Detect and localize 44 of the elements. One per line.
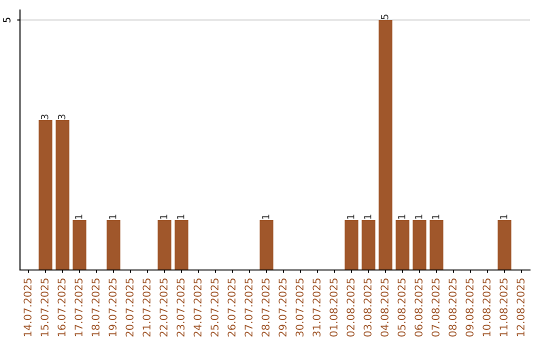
x-tick-label: 03.08.2025 bbox=[364, 278, 372, 337]
x-tick-label: 19.07.2025 bbox=[108, 278, 117, 336]
x-tick-label: 09.08.2025 bbox=[466, 278, 474, 337]
x-tick-label: 11.08.2025 bbox=[500, 278, 508, 336]
x-tick-label: 28.07.2025 bbox=[262, 278, 270, 337]
data-label: 1 bbox=[500, 214, 508, 219]
x-tick-label: 26.07.2025 bbox=[228, 278, 236, 337]
data-label: 1 bbox=[177, 214, 184, 219]
x-tick-label: 24.07.2025 bbox=[194, 278, 202, 337]
x-tick-label: 20.07.2025 bbox=[126, 278, 134, 337]
x-tick-label: 31.07.2025 bbox=[312, 278, 321, 336]
x-tick-label: 12.08.2025 bbox=[516, 278, 525, 336]
x-tick-label: 15.07.2025 bbox=[40, 278, 49, 336]
x-tick-label: 22.07.2025 bbox=[160, 278, 168, 337]
data-label: 1 bbox=[75, 214, 82, 219]
data-label: 3 bbox=[58, 114, 66, 120]
x-tick-label: 18.07.2025 bbox=[92, 278, 100, 336]
x-tick-label: 23.07.2025 bbox=[176, 278, 185, 337]
data-label: 1 bbox=[109, 214, 116, 219]
x-tick-label: 17.07.2025 bbox=[74, 278, 83, 336]
x-tick-label: 06.08.2025 bbox=[414, 278, 423, 337]
x-tick-label: 21.07.2025 bbox=[142, 278, 151, 337]
data-label: 1 bbox=[432, 214, 440, 219]
x-tick-label: 04.08.2025 bbox=[380, 278, 389, 337]
data-label: 1 bbox=[160, 214, 168, 219]
x-tick-label: 05.08.2025 bbox=[398, 278, 406, 337]
x-tick-label: 27.07.2025 bbox=[244, 278, 253, 337]
x-tick-label: 07.08.2025 bbox=[432, 278, 440, 337]
x-tick-label: 02.08.2025 bbox=[346, 278, 355, 337]
x-tick-label: 08.08.2025 bbox=[448, 278, 457, 337]
x-tick-label: 10.08.2025 bbox=[482, 278, 491, 336]
data-label: 1 bbox=[364, 214, 372, 219]
x-tick-label: 14.07.2025 bbox=[24, 278, 32, 336]
x-tick-label: 29.07.2025 bbox=[278, 278, 287, 337]
data-label: 3 bbox=[40, 114, 48, 120]
x-tick-label: 30.07.2025 bbox=[296, 278, 304, 336]
data-label: 1 bbox=[262, 214, 270, 219]
x-tick-label: 16.07.2025 bbox=[58, 278, 66, 336]
data-label: 1 bbox=[415, 214, 422, 219]
data-label: 1 bbox=[398, 214, 406, 219]
data-label: 1 bbox=[347, 214, 354, 219]
x-tick-label: 25.07.2025 bbox=[210, 278, 219, 337]
data-label: 5 bbox=[381, 14, 388, 20]
x-tick-label: 01.08.2025 bbox=[330, 278, 338, 337]
